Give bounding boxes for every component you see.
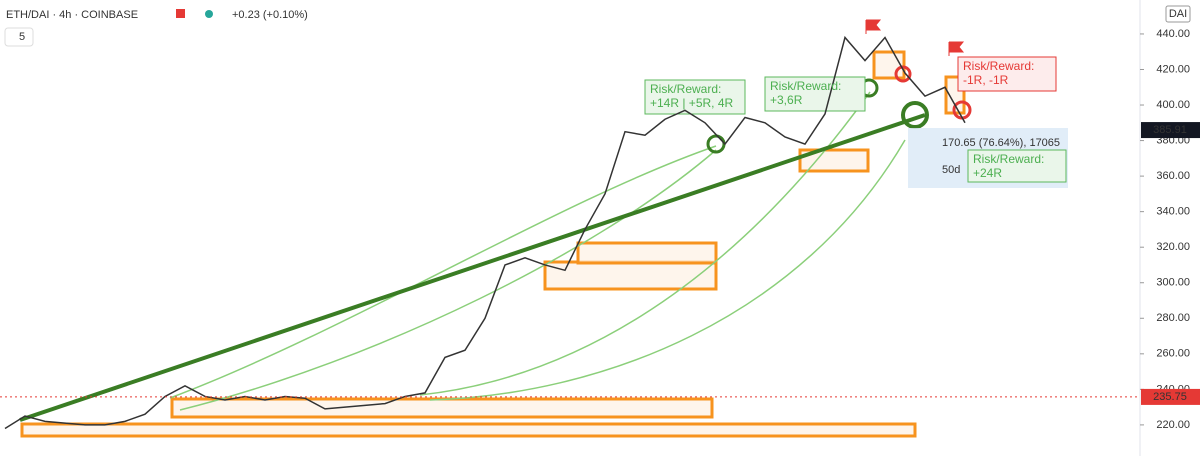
marker-price-label: 385.91 xyxy=(1153,124,1187,136)
currency: DAI xyxy=(1169,8,1187,20)
price-axis xyxy=(1140,0,1200,456)
symbol: ETH/DAI · 4h · COINBASE xyxy=(6,9,138,21)
annotation-box xyxy=(764,76,866,112)
annotation-text: Risk/Reward: xyxy=(650,82,721,96)
last-price-label: 235.75 xyxy=(1153,391,1187,403)
annotation-box xyxy=(967,149,1067,183)
annotation-box xyxy=(644,79,746,115)
price-change: +0.23 (+0.10%) xyxy=(232,9,308,21)
range-box xyxy=(576,241,718,265)
y-tick-label: 300.00 xyxy=(1156,277,1190,289)
trend-line xyxy=(19,113,926,422)
range-box xyxy=(170,397,714,419)
annotation-text: +3,6R xyxy=(770,93,803,107)
measure-range: 170.65 (76.64%), 17065 xyxy=(942,137,1060,149)
flag xyxy=(865,19,882,34)
range-box xyxy=(872,50,906,80)
annotation-text: Risk/Reward: xyxy=(963,59,1034,73)
range-box xyxy=(798,148,870,173)
y-tick-label: 400.00 xyxy=(1156,99,1190,111)
projection-curve xyxy=(179,149,717,411)
annotation-box xyxy=(957,56,1057,92)
range-boxes xyxy=(20,50,966,438)
annotation-text: +14R | +5R, 4R xyxy=(650,96,733,110)
y-tick-label: 360.00 xyxy=(1156,170,1190,182)
range-box xyxy=(20,422,917,438)
marker-price-tag xyxy=(1141,122,1200,139)
status-dot xyxy=(205,10,213,18)
last-price-tag xyxy=(1141,388,1200,405)
y-tick-label: 340.00 xyxy=(1156,206,1190,218)
interval[interactable]: 5 xyxy=(19,31,25,43)
annotation-text: -1R, -1R xyxy=(963,73,1009,87)
y-tick-label: 320.00 xyxy=(1156,241,1190,253)
flag xyxy=(948,41,965,56)
currency-badge xyxy=(1165,5,1191,23)
y-tick-label: 440.00 xyxy=(1156,28,1190,40)
y-tick-label: 420.00 xyxy=(1156,63,1190,75)
y-tick-label: 280.00 xyxy=(1156,312,1190,324)
interval-button[interactable] xyxy=(4,27,34,47)
target-marker xyxy=(901,101,929,129)
projection-curves xyxy=(169,91,906,411)
projection-curve xyxy=(419,91,871,396)
annotation-text: Risk/Reward: xyxy=(770,79,841,93)
flag-icon xyxy=(176,9,185,18)
range-box xyxy=(543,260,718,291)
measure-duration: 50d xyxy=(942,164,960,176)
annotation-text: +24R xyxy=(973,166,1002,180)
projection-curve xyxy=(429,139,906,401)
annotation-text: Risk/Reward: xyxy=(973,152,1044,166)
y-tick-label: 260.00 xyxy=(1156,348,1190,360)
y-tick-label: 220.00 xyxy=(1156,419,1190,431)
projection-curve xyxy=(169,145,717,399)
stop-marker xyxy=(894,65,912,83)
